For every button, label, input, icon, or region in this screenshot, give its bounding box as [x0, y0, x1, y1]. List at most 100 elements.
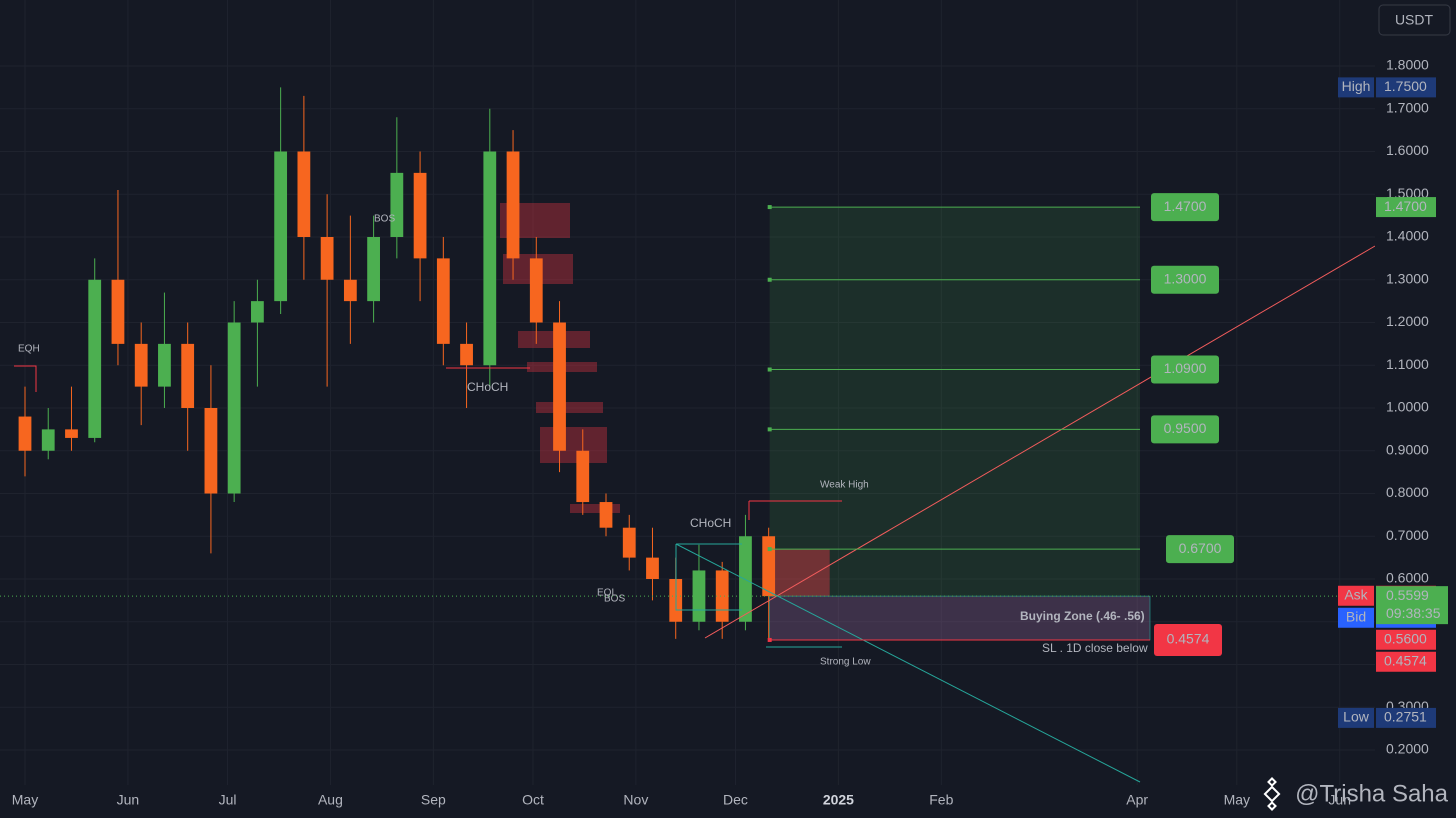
candle-body	[413, 172, 427, 259]
candle-body	[320, 237, 334, 280]
candle-body	[343, 279, 357, 302]
x-tick-label: May	[1224, 792, 1250, 808]
candle-body	[436, 258, 450, 344]
target-dot	[767, 547, 772, 552]
price-badge-name: Low	[1343, 709, 1370, 725]
target-dot	[767, 205, 772, 210]
entry-zone	[769, 549, 830, 597]
countdown: 09:38:35	[1386, 605, 1441, 621]
y-tick-label: 1.5000	[1386, 185, 1429, 201]
price-badge-label: 0.4574	[1384, 652, 1427, 668]
y-tick-label: 0.7000	[1386, 527, 1429, 543]
annotation: Buying Zone (.46- .56)	[1020, 609, 1145, 623]
candle-body	[553, 322, 566, 451]
candle-body	[483, 151, 497, 366]
candle-body	[18, 416, 32, 451]
target-dot	[767, 277, 772, 282]
annotation: CHoCH	[690, 516, 731, 530]
watermark: @Trisha Saha	[1295, 780, 1449, 807]
candle-body	[622, 527, 636, 558]
annotation: Strong Low	[820, 657, 871, 668]
annotation: EQH	[18, 344, 40, 355]
candle-body	[715, 570, 729, 622]
candle-body	[251, 301, 264, 323]
x-tick-label: Feb	[929, 792, 953, 808]
annotations: EQH BOS CHoCH CHoCH EQL BOS Weak High St…	[18, 214, 1148, 668]
annotation: EQL	[597, 588, 617, 599]
candle-body	[65, 429, 78, 438]
price-badge-name-bg	[1338, 77, 1374, 98]
candle-body	[111, 279, 125, 344]
price-badge-name-bg	[1338, 607, 1374, 628]
x-tick-label: Dec	[723, 792, 748, 808]
price-badge	[1376, 629, 1436, 650]
target-label: 0.6700	[1179, 540, 1222, 556]
annotation: Weak High	[820, 480, 869, 491]
target-dot	[767, 367, 772, 372]
currency-button[interactable]	[1378, 4, 1451, 36]
candle-body	[529, 258, 543, 323]
candle-body	[297, 151, 311, 237]
price-badge-label: 1.4700	[1384, 198, 1427, 214]
x-tick-label: Apr	[1126, 792, 1148, 808]
y-tick-label: 1.3000	[1386, 270, 1429, 286]
y-tick-label: 1.7000	[1386, 99, 1429, 115]
trade-zones	[769, 207, 1151, 641]
price-badge-label: 0.2751	[1384, 709, 1427, 725]
price-badge	[1376, 77, 1436, 98]
candle-body	[506, 151, 520, 259]
target-box	[1151, 355, 1219, 384]
target-label: 1.0900	[1164, 360, 1207, 376]
target-box	[1151, 193, 1219, 222]
currency-label[interactable]: USDT	[1395, 12, 1434, 28]
y-tick-label: 0.2000	[1386, 741, 1429, 757]
candle-body	[599, 502, 613, 528]
annotation: SL . 1D close below	[1042, 641, 1148, 655]
candle-body	[227, 322, 241, 494]
x-tick-label: Oct	[522, 792, 544, 808]
y-tick-label: 1.0000	[1386, 399, 1429, 415]
zone	[540, 427, 607, 463]
price-badge-label: 0.5600	[1384, 630, 1427, 646]
candle-body	[367, 237, 380, 302]
structure-lines	[14, 245, 1376, 783]
buying-zone	[769, 595, 1151, 641]
candle-body	[762, 536, 776, 597]
price-badge-label: 1.7500	[1384, 78, 1427, 94]
candle-body	[576, 450, 590, 503]
x-tick-label: 2025	[823, 792, 854, 808]
y-tick-label: 1.4000	[1386, 228, 1429, 244]
candle-body	[646, 557, 659, 579]
price-badge-name: High	[1342, 78, 1371, 94]
target-box	[1166, 535, 1234, 564]
candle-body	[390, 172, 404, 237]
candle-body	[181, 343, 195, 408]
last-price-badge	[1376, 586, 1448, 625]
candles	[18, 87, 776, 639]
y-tick-label: 1.1000	[1386, 356, 1429, 372]
grid	[0, 0, 1375, 785]
annotation: CHoCH	[467, 380, 508, 394]
y-tick-label: 1.2000	[1386, 313, 1429, 329]
stop-label: 0.4574	[1167, 631, 1210, 647]
candle-body	[158, 343, 171, 387]
price-badge	[1376, 707, 1436, 728]
target-box	[1151, 265, 1219, 294]
x-tick-label: Sep	[421, 792, 446, 808]
price-badge	[1376, 197, 1436, 218]
axes: 0.20000.30000.40000.50000.60000.70000.80…	[12, 57, 1448, 808]
annotation: BOS	[374, 214, 395, 225]
x-tick-label: Nov	[623, 792, 648, 808]
stop-dot	[767, 637, 772, 642]
choch-line	[675, 544, 742, 611]
zone	[536, 402, 603, 413]
eqh-line	[14, 365, 37, 392]
target-label: 1.3000	[1164, 270, 1207, 286]
target-label: 0.9500	[1164, 420, 1207, 436]
x-tick-label: Jun	[1328, 792, 1351, 808]
candle-body	[204, 408, 218, 494]
candle-body	[88, 279, 102, 438]
price-badge-name-bg	[1338, 585, 1374, 606]
